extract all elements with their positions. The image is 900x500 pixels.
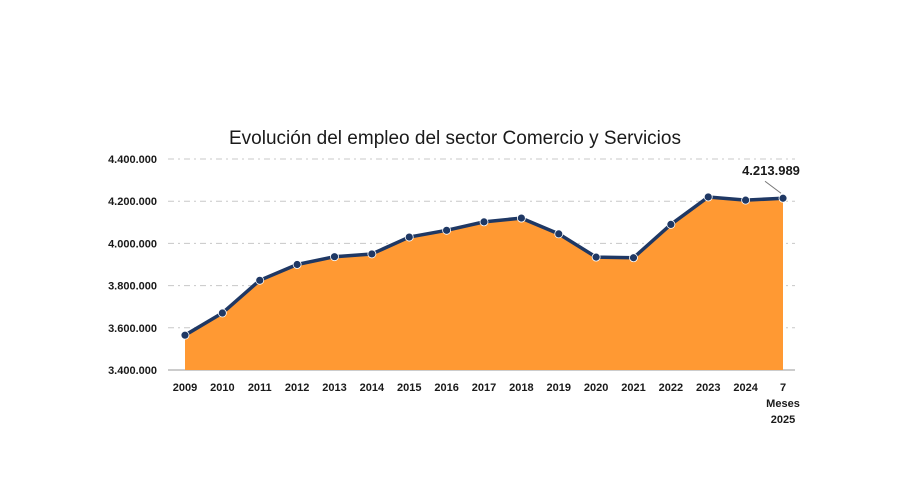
x-tick-label: 2018: [509, 382, 533, 394]
y-tick-label: 4.000.000: [108, 238, 157, 250]
data-point: [330, 252, 339, 262]
data-point: [741, 195, 751, 205]
x-tick-label: 7 Meses 2025: [766, 382, 800, 426]
data-point: [629, 253, 638, 263]
x-tick-label: 2016: [434, 382, 458, 394]
data-point: [591, 252, 601, 262]
data-point: [217, 308, 227, 318]
data-point: [778, 193, 788, 203]
x-axis-ticks: 2009 2010 2011 2012 2013 2014 2015 2016 2017 2018…: [173, 382, 800, 426]
data-point: [666, 220, 676, 229]
data-point: [367, 249, 377, 259]
data-point: [255, 275, 265, 285]
x-tick-label: 2024: [733, 382, 758, 394]
chart-title: Evolución del empleo del sector Comercio…: [229, 128, 681, 149]
x-tick-label: 2015: [397, 382, 421, 394]
data-point: [479, 217, 489, 227]
x-tick-label: 2010: [210, 382, 234, 394]
x-tick-label: 2009: [173, 382, 197, 394]
x-tick-label: 2020: [584, 382, 608, 394]
data-label-last-value: 4.213.989: [742, 163, 800, 178]
y-axis-ticks: 3.400.000 3.600.000 3.800.000 4.000.000 4.20…: [108, 154, 157, 377]
y-tick-label: 3.400.000: [108, 365, 157, 377]
x-tick-label: 2019: [547, 382, 571, 394]
data-point: [442, 225, 452, 235]
x-tick-label: 2012: [285, 382, 309, 394]
x-tick-label: 2014: [360, 382, 385, 394]
data-point: [703, 192, 713, 202]
data-label-leader: [764, 180, 782, 194]
data-labels: 4.213.989: [742, 163, 800, 194]
x-tick-label: 2011: [248, 382, 272, 394]
y-tick-label: 3.600.000: [108, 323, 157, 335]
y-tick-label: 3.800.000: [108, 281, 157, 293]
data-point: [516, 213, 526, 223]
x-tick-label: 2017: [472, 382, 496, 394]
x-tick-label: 2013: [322, 382, 346, 394]
area-series: [185, 196, 783, 370]
data-point: [292, 260, 302, 269]
data-point: [554, 229, 564, 239]
area-fill: [185, 196, 783, 370]
x-tick-label: 2022: [659, 382, 683, 394]
data-markers: [180, 192, 788, 340]
x-tick-label: 2021: [621, 382, 645, 394]
x-tick-label: 2023: [696, 382, 720, 394]
data-point: [180, 330, 190, 340]
data-point: [404, 232, 414, 242]
y-tick-label: 4.200.000: [108, 196, 157, 208]
y-tick-label: 4.400.000: [108, 154, 157, 166]
